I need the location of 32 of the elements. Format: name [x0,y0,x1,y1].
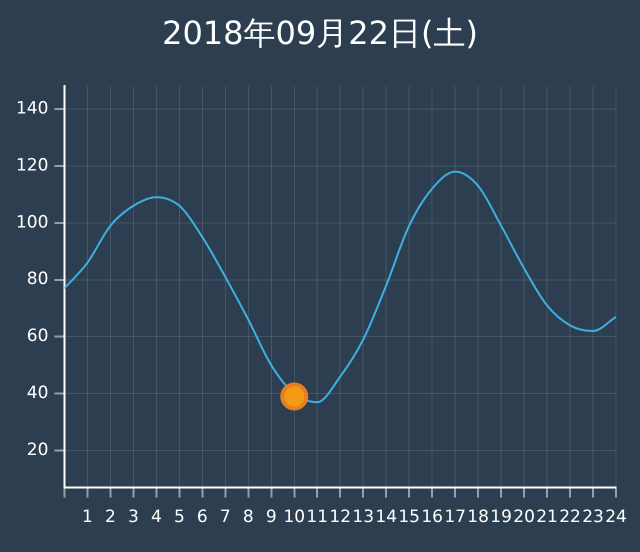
x-tick-label: 3 [128,507,139,528]
x-tick-label: 10 [283,507,306,528]
x-tick-label: 17 [444,507,466,528]
y-tick-label: 40 [26,383,48,404]
x-tick-label: 23 [582,507,604,528]
x-tick-label: 16 [421,507,443,528]
x-tick-label: 20 [513,507,535,528]
x-tick-label: 12 [329,507,352,528]
x-tick-label: 11 [306,507,328,528]
y-tick-label: 100 [16,212,48,232]
x-tick-label: 8 [242,507,254,528]
x-tick-label: 22 [559,507,581,528]
y-tick-label: 120 [16,155,48,176]
x-tick-label: 7 [220,507,231,528]
x-tick-label: 14 [375,507,398,528]
y-tick-label: 60 [26,326,48,346]
x-tick-label: 6 [196,507,208,528]
x-tick-label: 4 [150,507,162,528]
y-tick-label: 20 [26,440,48,460]
y-tick-label: 140 [16,98,48,118]
x-tick-label: 1 [82,507,93,528]
x-tick-label: 15 [398,507,420,528]
x-tick-label: 21 [536,507,558,528]
x-tick-label: 19 [490,507,512,528]
x-tick-label: 5 [174,507,185,528]
x-tick-label: 13 [352,507,374,528]
x-tick-label: 24 [605,507,627,528]
x-tick-label: 2 [104,507,116,528]
x-tick-label: 18 [467,507,489,528]
chart-title: 2018年09月22日(土) [161,13,479,54]
y-tick-label: 80 [26,269,48,290]
x-tick-label: 9 [266,507,277,528]
